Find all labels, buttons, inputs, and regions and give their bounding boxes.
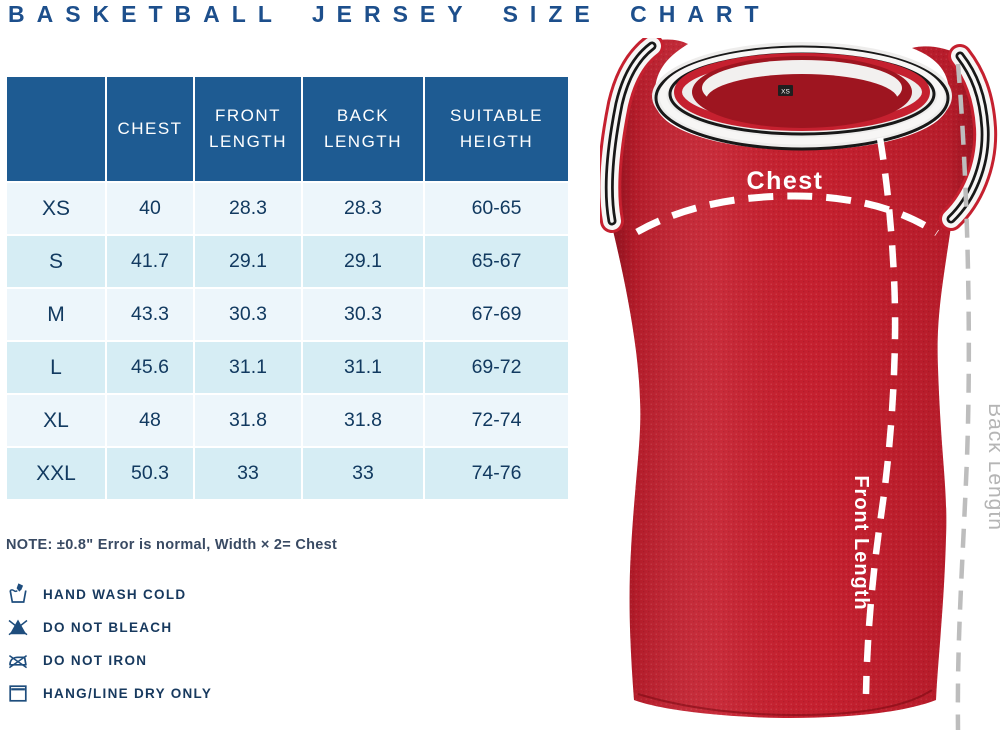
table-row: XXL 50.3 33 33 74-76 xyxy=(5,446,570,501)
chest-measure-line xyxy=(635,192,939,236)
front-length-measure-line xyxy=(862,137,899,695)
front-length-cell: 31.1 xyxy=(193,340,303,395)
back-length-cell: 31.1 xyxy=(301,340,425,395)
back-length-cell: 28.3 xyxy=(301,181,425,236)
size-label-cell: XS xyxy=(5,181,107,236)
front-length-cell: 31.8 xyxy=(193,393,303,448)
back-length-cell: 30.3 xyxy=(301,287,425,342)
back-length-cell: 33 xyxy=(301,446,425,501)
chest-cell: 41.7 xyxy=(105,234,195,289)
do-not-bleach-icon xyxy=(8,619,28,636)
height-cell: 74-76 xyxy=(423,446,570,501)
care-item-do-not-iron: DO NOT IRON xyxy=(6,648,212,672)
table-row: XL 48 31.8 31.8 72-74 xyxy=(5,393,570,448)
size-tag-label: XS xyxy=(781,89,790,96)
height-cell: 65-67 xyxy=(423,234,570,289)
front-length-cell: 33 xyxy=(193,446,303,501)
care-item-hang-dry: HANG/LINE DRY ONLY xyxy=(6,681,212,705)
size-label-cell: XXL xyxy=(5,446,107,501)
header-back-length-cell: BACK LENGTH xyxy=(301,75,425,183)
size-label-cell: XL xyxy=(5,393,107,448)
care-item-hand-wash: HAND WASH COLD xyxy=(6,582,212,606)
care-label: DO NOT IRON xyxy=(43,652,148,668)
front-length-cell: 29.1 xyxy=(193,234,303,289)
care-item-do-not-bleach: DO NOT BLEACH xyxy=(6,615,212,639)
height-cell: 69-72 xyxy=(423,340,570,395)
size-label-cell: L xyxy=(5,340,107,395)
care-label: HANG/LINE DRY ONLY xyxy=(43,685,213,701)
page-title: BASKETBALL JERSEY SIZE CHART xyxy=(8,1,771,27)
care-instructions: HAND WASH COLD DO NOT BLEACH DO NOT IRON… xyxy=(6,582,212,714)
chest-cell: 43.3 xyxy=(105,287,195,342)
back-length-label: Back Length xyxy=(984,403,1000,531)
chest-cell: 45.6 xyxy=(105,340,195,395)
collar-trim: XS xyxy=(652,42,952,151)
front-length-cell: 28.3 xyxy=(193,181,303,236)
chest-cell: 48 xyxy=(105,393,195,448)
header-chest-cell: CHEST xyxy=(105,75,195,183)
size-label-cell: M xyxy=(5,287,107,342)
chest-cell: 50.3 xyxy=(105,446,195,501)
front-length-label: Front Length xyxy=(850,475,872,610)
header-suitable-height-cell: SUITABLE HEIGTH xyxy=(423,75,570,183)
table-row: S 41.7 29.1 29.1 65-67 xyxy=(5,234,570,289)
jersey-graphic: XS Back Length Chest Front Length xyxy=(600,38,1000,731)
back-length-cell: 31.8 xyxy=(301,393,425,448)
left-armhole-trim xyxy=(600,38,664,233)
care-label: DO NOT BLEACH xyxy=(43,619,173,635)
do-not-iron-icon xyxy=(8,654,28,669)
back-length-cell: 29.1 xyxy=(301,234,425,289)
hem-stitch-line xyxy=(637,689,933,717)
hand-wash-icon xyxy=(9,583,27,603)
back-length-measure-line xyxy=(955,63,972,731)
height-cell: 60-65 xyxy=(423,181,570,236)
header-front-length-cell: FRONT LENGTH xyxy=(193,75,303,183)
table-row: M 43.3 30.3 30.3 67-69 xyxy=(5,287,570,342)
height-cell: 67-69 xyxy=(423,287,570,342)
hang-dry-icon xyxy=(9,685,27,702)
size-label-cell: S xyxy=(5,234,107,289)
height-cell: 72-74 xyxy=(423,393,570,448)
size-tag xyxy=(778,85,793,96)
care-label: HAND WASH COLD xyxy=(43,586,187,602)
front-length-cell: 30.3 xyxy=(193,287,303,342)
chest-cell: 40 xyxy=(105,181,195,236)
table-row: XS 40 28.3 28.3 60-65 xyxy=(5,181,570,236)
table-row: L 45.6 31.1 31.1 69-72 xyxy=(5,340,570,395)
header-size-cell xyxy=(5,75,107,183)
measurement-note: NOTE: ±0.8" Error is normal, Width × 2= … xyxy=(6,537,338,553)
table-header-row: CHEST FRONT LENGTH BACK LENGTH SUITABLE … xyxy=(5,75,570,183)
size-table: CHEST FRONT LENGTH BACK LENGTH SUITABLE … xyxy=(5,75,570,501)
chest-label: Chest xyxy=(747,167,824,195)
